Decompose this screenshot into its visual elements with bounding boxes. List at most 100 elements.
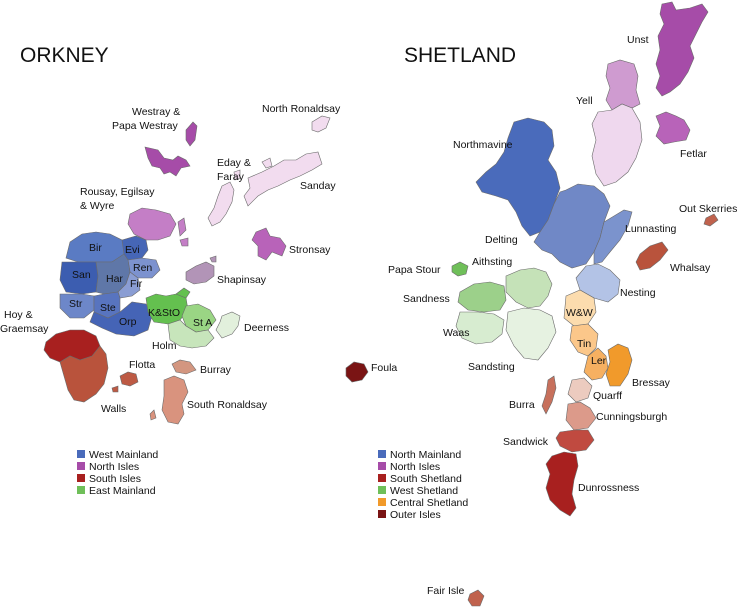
burray-region[interactable] bbox=[171, 359, 197, 375]
out-skerries-label: Out Skerries bbox=[679, 203, 737, 215]
delting-region[interactable] bbox=[533, 183, 611, 269]
fetlar-region[interactable] bbox=[655, 111, 691, 145]
sandsting-region[interactable] bbox=[505, 307, 557, 361]
lunnasting-label: Lunnasting bbox=[625, 223, 677, 235]
fair-isle-region[interactable] bbox=[467, 589, 485, 607]
holm-region[interactable] bbox=[167, 319, 215, 349]
legend-label-central-shetland: Central Shetland bbox=[390, 497, 468, 509]
hoy-label-1: Hoy & bbox=[4, 309, 33, 321]
quarff-label: Quarff bbox=[593, 390, 622, 402]
legend-swatch-west-mainland bbox=[77, 450, 85, 458]
legend-label-south-shetland: South Shetland bbox=[390, 473, 462, 485]
burra-region[interactable] bbox=[541, 375, 557, 415]
papa-stour-label: Papa Stour bbox=[388, 264, 441, 276]
legend-swatch-north-isles-sh bbox=[378, 462, 386, 470]
legend-label-east-mainland: East Mainland bbox=[89, 485, 156, 497]
quarff-region[interactable] bbox=[567, 377, 593, 403]
legend-swatch-central-shetland bbox=[378, 498, 386, 506]
rousay-label-1: Rousay, Egilsay bbox=[80, 186, 155, 198]
legend-swatch-south-shetland bbox=[378, 474, 386, 482]
shapinsay-region[interactable] bbox=[185, 255, 217, 285]
orkney-legend: West Mainland North Isles South Isles Ea… bbox=[77, 449, 158, 497]
shetland-title: SHETLAND bbox=[404, 44, 516, 67]
aithsting-region[interactable] bbox=[505, 267, 553, 309]
stromness-region[interactable] bbox=[59, 293, 95, 319]
flotta-label: Flotta bbox=[129, 359, 155, 371]
legend-swatch-outer-isles bbox=[378, 510, 386, 518]
north-ronaldsay-label: North Ronaldsay bbox=[262, 103, 341, 115]
yell-region[interactable] bbox=[605, 59, 641, 111]
dunrossness-region[interactable] bbox=[545, 451, 579, 517]
evie-label: Evi bbox=[125, 244, 140, 256]
waas-region[interactable] bbox=[455, 311, 505, 345]
firth-label: Fir bbox=[130, 278, 143, 290]
sandness-region[interactable] bbox=[457, 281, 507, 313]
sanday-region[interactable] bbox=[243, 151, 323, 207]
harray-label: Har bbox=[106, 273, 123, 285]
sandness-label: Sandness bbox=[403, 293, 450, 305]
lerwick-region[interactable] bbox=[583, 347, 609, 381]
firth-region[interactable] bbox=[117, 271, 141, 299]
whalsay-label: Whalsay bbox=[670, 262, 711, 274]
westray-label-2: Papa Westray bbox=[112, 120, 179, 132]
dunrossness-label: Dunrossness bbox=[578, 482, 639, 494]
legend-swatch-east-mainland bbox=[77, 486, 85, 494]
yell-south-region[interactable] bbox=[591, 103, 643, 187]
foula-label: Foula bbox=[371, 362, 397, 374]
ww-region[interactable] bbox=[563, 289, 597, 327]
legend-label-west-shetland: West Shetland bbox=[390, 485, 458, 497]
unst-region[interactable] bbox=[655, 1, 709, 97]
aithsting-label: Aithsting bbox=[472, 256, 512, 268]
lerwick-label: Ler bbox=[591, 355, 607, 367]
delting-label: Delting bbox=[485, 234, 518, 246]
northmavine-region[interactable] bbox=[475, 117, 561, 237]
whalsay-region[interactable] bbox=[635, 241, 669, 271]
foula-region[interactable] bbox=[345, 361, 369, 383]
walls-region[interactable] bbox=[59, 345, 109, 403]
orkney-title: ORKNEY bbox=[20, 44, 109, 67]
legend-swatch-north-isles bbox=[77, 462, 85, 470]
sandwick-region[interactable] bbox=[555, 429, 595, 453]
westray-region[interactable] bbox=[144, 121, 198, 177]
tingwall-label: Tin bbox=[577, 338, 591, 350]
rendall-label: Ren bbox=[133, 262, 152, 274]
legend-label-north-isles-sh: North Isles bbox=[390, 461, 440, 473]
rousay-region[interactable] bbox=[127, 207, 189, 247]
stronsay-region[interactable] bbox=[251, 227, 287, 261]
papa-stour-region[interactable] bbox=[451, 261, 469, 277]
shapinsay-label: Shapinsay bbox=[217, 274, 267, 286]
nesting-region[interactable] bbox=[575, 263, 621, 303]
bressay-region[interactable] bbox=[605, 343, 633, 387]
hoy-label-2: Graemsay bbox=[0, 323, 49, 335]
cunningsburgh-region[interactable] bbox=[565, 401, 597, 431]
ww-label: W&W bbox=[566, 307, 593, 319]
eday-label-1: Eday & bbox=[217, 157, 251, 169]
out-skerries-region[interactable] bbox=[703, 213, 719, 227]
north-ronaldsay-region[interactable] bbox=[311, 115, 331, 133]
orphir-region[interactable] bbox=[89, 301, 153, 337]
legend-swatch-north-mainland bbox=[378, 450, 386, 458]
legend-label-west-mainland: West Mainland bbox=[89, 449, 158, 461]
tingwall-region[interactable] bbox=[569, 323, 599, 357]
burray-label: Burray bbox=[200, 364, 232, 376]
deerness-region[interactable] bbox=[215, 311, 241, 339]
birsay-label: Bir bbox=[89, 242, 102, 254]
legend-swatch-south-isles bbox=[77, 474, 85, 482]
nesting-label: Nesting bbox=[620, 287, 656, 299]
flotta-region[interactable] bbox=[111, 371, 139, 393]
south-ronaldsay-label: South Ronaldsay bbox=[187, 399, 268, 411]
eday-region[interactable] bbox=[207, 169, 241, 227]
st-andrews-label: St A bbox=[193, 317, 212, 329]
eday-label-2: Faray bbox=[217, 171, 245, 183]
sanday-label: Sanday bbox=[300, 180, 336, 192]
shetland-legend: North Mainland North Isles South Shetlan… bbox=[378, 449, 468, 521]
sandwick-orkney-label: San bbox=[72, 269, 91, 281]
fair-isle-label: Fair Isle bbox=[427, 585, 465, 597]
lunnasting-region[interactable] bbox=[593, 209, 633, 265]
walls-label: Walls bbox=[101, 403, 126, 415]
holm-label: Holm bbox=[152, 340, 177, 352]
south-ronaldsay-region[interactable] bbox=[149, 375, 189, 425]
northmavine-label: Northmavine bbox=[453, 139, 513, 151]
orphir-label: Orp bbox=[119, 316, 137, 328]
